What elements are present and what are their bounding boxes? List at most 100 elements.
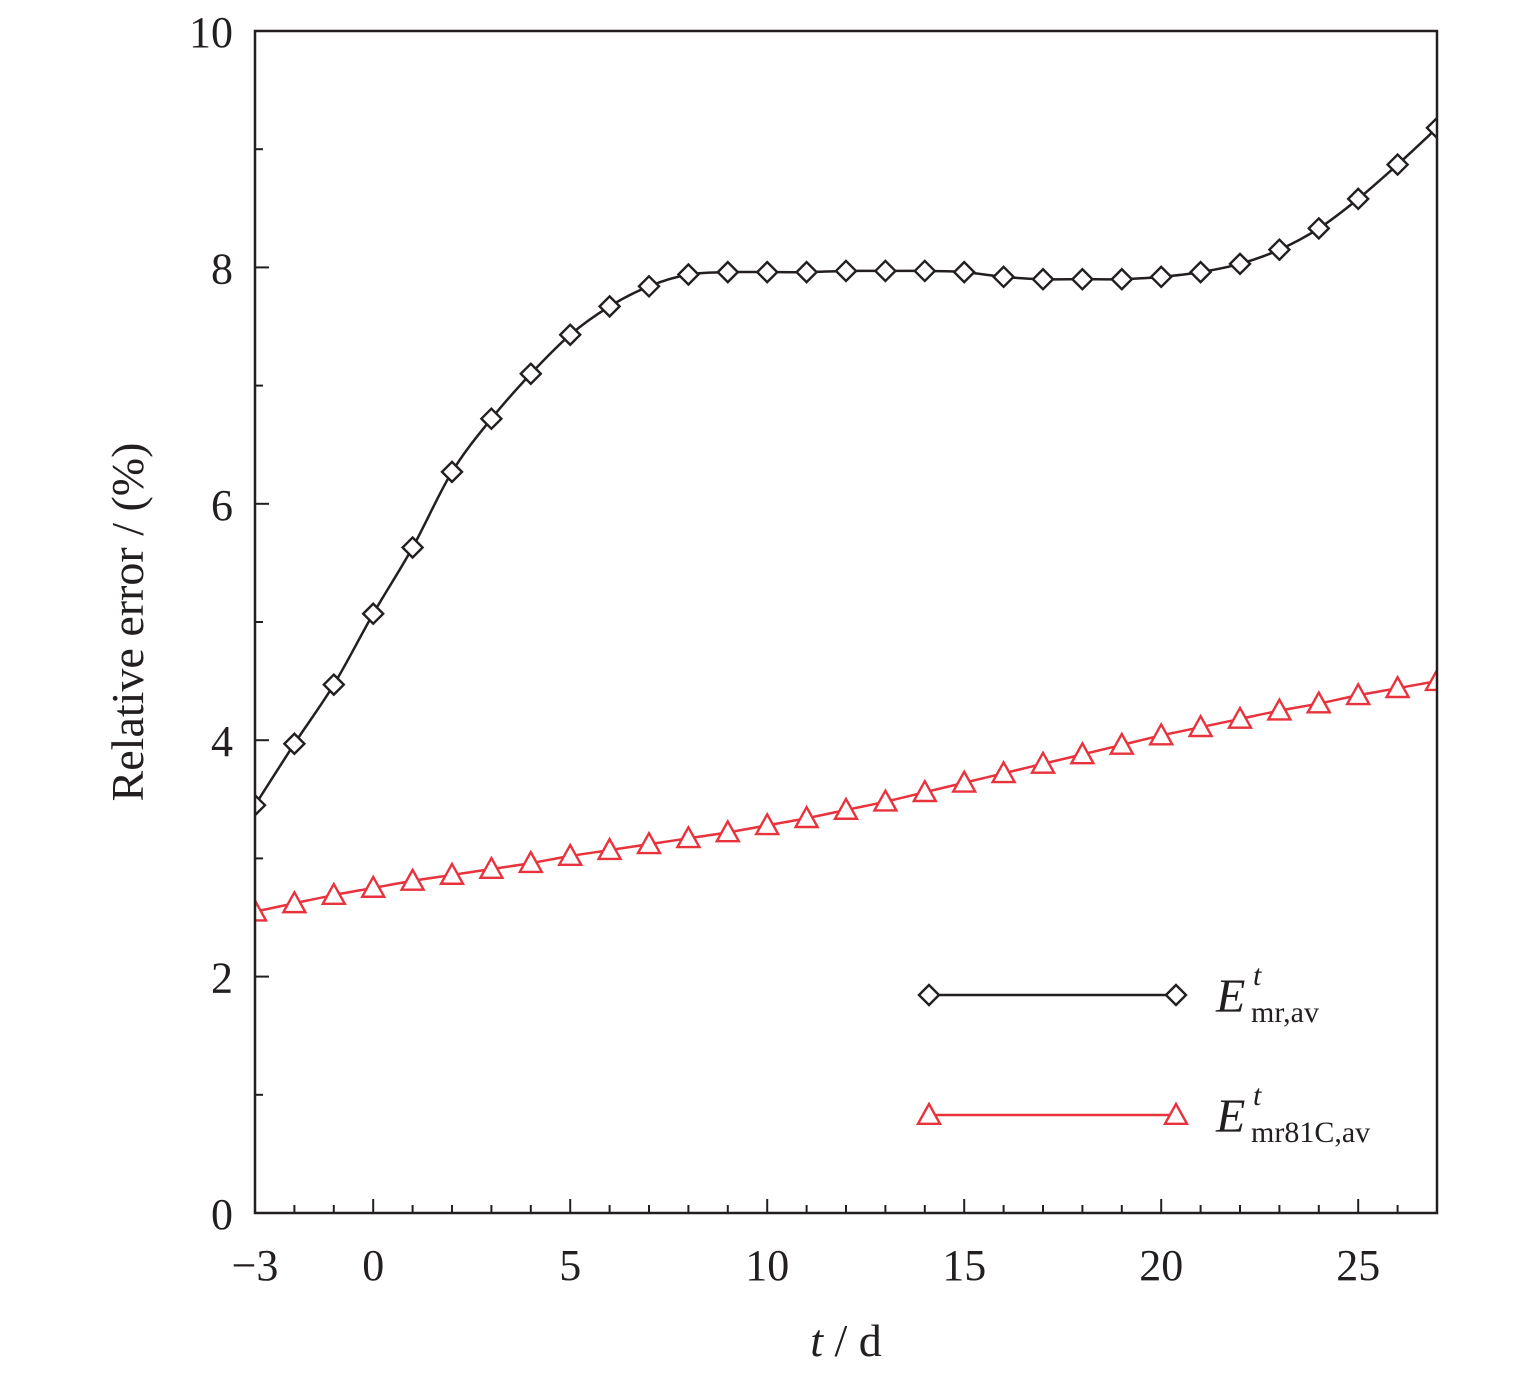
x-axis-label: t / d (810, 1315, 882, 1366)
data-point (1307, 216, 1331, 241)
data-point (675, 824, 702, 849)
data-point (596, 836, 623, 861)
legend-marker (1162, 1101, 1190, 1126)
data-point (1226, 705, 1254, 729)
series-line (255, 127, 1437, 806)
data-point (361, 602, 385, 626)
data-point (951, 769, 978, 793)
axis-ticks (255, 148, 1399, 1213)
data-point (793, 804, 820, 829)
data-point (1345, 681, 1372, 706)
data-point (558, 323, 582, 347)
data-point (1346, 187, 1370, 211)
data-point (1425, 116, 1437, 140)
legend-marker (915, 1101, 943, 1126)
series-mr,av (255, 116, 1437, 817)
data-point (519, 362, 543, 386)
legend-label-subscript: mr81C,av (1251, 1116, 1370, 1149)
legend-label: E (1215, 970, 1245, 1023)
data-point (1266, 697, 1293, 721)
data-point (1029, 750, 1057, 774)
plot-frame (253, 29, 1439, 1215)
y-tick-label: 0 (211, 1190, 233, 1239)
y-tick-label: 4 (211, 717, 233, 766)
series-mr81C,av (255, 667, 1437, 922)
data-point (1305, 690, 1332, 714)
data-point (1110, 267, 1134, 291)
data-point (1031, 267, 1055, 291)
y-axis-label: Relative error / (%) (102, 443, 153, 802)
x-tick-label: 15 (942, 1241, 986, 1290)
y-tick-label: 8 (211, 244, 233, 293)
x-tick-label: 25 (1336, 1241, 1380, 1290)
data-point (282, 732, 307, 756)
legend-marker (917, 983, 941, 1007)
data-point (991, 265, 1016, 289)
legend-label-superscript: t (1253, 1079, 1262, 1112)
data-point (952, 260, 976, 284)
data-point (911, 778, 938, 803)
data-point (676, 262, 701, 287)
data-point (557, 842, 584, 867)
x-tick-label: 5 (559, 1241, 581, 1290)
x-tick-label: 10 (745, 1241, 789, 1290)
data-point (1187, 713, 1214, 738)
data-point (714, 818, 741, 843)
data-point (1384, 674, 1411, 699)
data-point (637, 274, 661, 299)
data-point (832, 796, 860, 820)
data-point (754, 811, 781, 836)
x-tick-label: 20 (1139, 1241, 1183, 1290)
data-point (1228, 252, 1252, 276)
data-point (1149, 265, 1173, 289)
data-point (399, 867, 426, 891)
x-tick-label: −3 (232, 1241, 279, 1290)
data-point (1423, 667, 1437, 692)
legend-label-subscript: mr,av (1251, 996, 1319, 1029)
series-layer (255, 116, 1437, 922)
data-point (1188, 260, 1213, 284)
data-point (716, 260, 740, 284)
x-axis-variable: t (810, 1315, 824, 1366)
legend-marker (1164, 983, 1188, 1007)
data-point (322, 672, 346, 697)
data-point (1385, 152, 1410, 177)
data-point (400, 535, 425, 560)
data-point (281, 889, 308, 914)
data-point (794, 260, 819, 284)
data-point (517, 849, 544, 874)
legend-label: E (1215, 1090, 1245, 1143)
data-point (834, 259, 858, 283)
data-point (479, 406, 504, 431)
data-point (597, 294, 622, 319)
data-point (1267, 237, 1292, 262)
data-point (320, 881, 347, 906)
data-point (438, 861, 466, 885)
y-tick-label: 6 (211, 481, 233, 530)
data-point (990, 759, 1017, 784)
data-point (255, 793, 267, 817)
data-point (635, 830, 663, 855)
series-line (255, 679, 1437, 913)
x-tick-label: 0 (362, 1241, 384, 1290)
data-point (755, 260, 779, 284)
data-point (913, 259, 937, 283)
data-point (1070, 267, 1095, 291)
y-tick-label: 10 (189, 8, 233, 57)
x-axis-unit: / d (823, 1315, 882, 1366)
data-point (1108, 731, 1135, 755)
data-point (255, 898, 269, 922)
y-tick-label: 2 (211, 954, 233, 1003)
data-point (873, 259, 898, 283)
legend-label-superscript: t (1253, 959, 1262, 992)
data-point (360, 874, 387, 898)
data-point (440, 460, 464, 484)
data-point (872, 788, 899, 812)
data-point (478, 855, 505, 880)
data-point (1069, 740, 1096, 765)
